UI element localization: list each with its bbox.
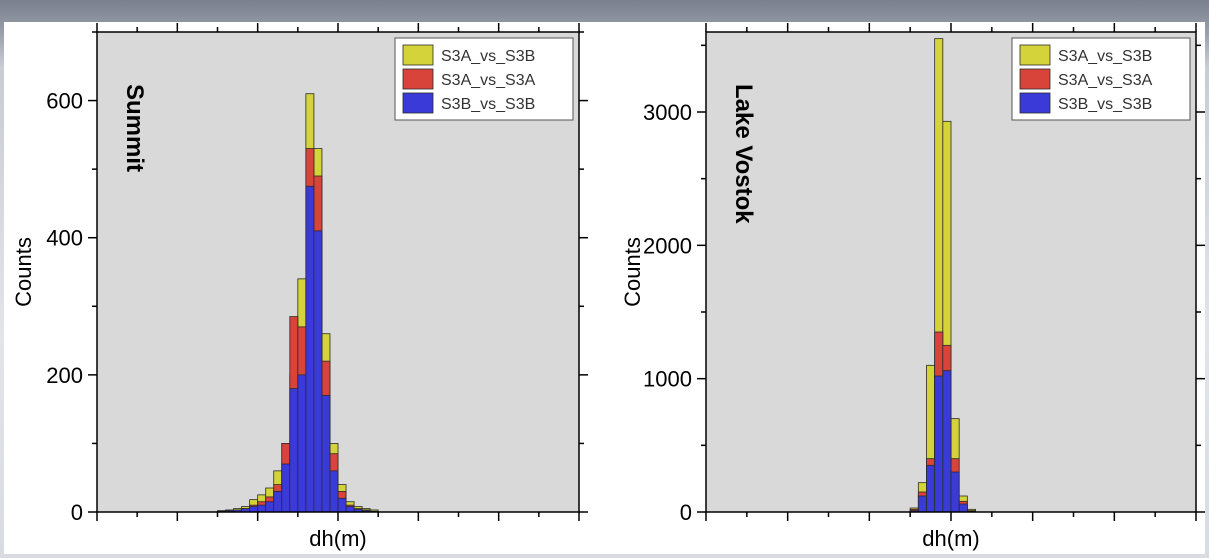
panel-title: Lake Vostok xyxy=(730,84,757,224)
bar-s3b-vs-s3b xyxy=(289,388,299,513)
bar-s3b-vs-s3b xyxy=(345,506,355,513)
bar-s3b-vs-s3b xyxy=(249,506,259,513)
bar-s3b-vs-s3b xyxy=(321,395,331,513)
bar-s3b-vs-s3b xyxy=(329,470,339,513)
x-axis-label: dh(m) xyxy=(922,526,979,551)
bar-s3b-vs-s3b xyxy=(934,375,944,513)
panel-summit: 0200400600dh(m)CountsSummitS3A_vs_S3BS3A… xyxy=(11,23,588,551)
legend-entry: S3A_vs_S3B xyxy=(1058,48,1152,65)
legend-entry: S3B_vs_S3B xyxy=(441,96,535,113)
bar-s3b-vs-s3b xyxy=(958,503,968,513)
panel-lake-vostok: 0 1000 2000 3000 dh(m) Counts Lake Vostok S3A_v… xyxy=(620,23,1205,551)
bar-s3b-vs-s3b xyxy=(337,497,347,513)
figure-frame: 0 200 400 600 dh(m) Counts Summit S3A_vs_S3B S3A… xyxy=(4,22,1205,554)
legend-swatch xyxy=(402,92,434,114)
bar-s3b-vs-s3b xyxy=(917,495,927,513)
bar-s3b-vs-s3b xyxy=(281,463,291,513)
legend-swatch xyxy=(402,68,434,90)
legend-swatch xyxy=(1019,68,1051,90)
legend-entry: S3A_vs_S3A xyxy=(441,72,536,89)
y-tick-label: 0 xyxy=(680,500,692,525)
legend: S3A_vs_S3B S3A_vs_S3A S3B_vs_S3B xyxy=(394,37,574,121)
bar-s3b-vs-s3b xyxy=(305,185,315,513)
legend-swatch xyxy=(1019,92,1051,114)
y-tick-label: 1000 xyxy=(643,367,692,392)
y-tick-label: 0 xyxy=(71,500,83,525)
y-tick-label: 3000 xyxy=(643,100,692,125)
bar-s3b-vs-s3b xyxy=(273,491,283,513)
y-axis-label: Counts xyxy=(620,237,645,307)
bar-s3b-vs-s3b xyxy=(313,230,323,513)
legend-entry: S3A_vs_S3A xyxy=(1058,72,1153,89)
y-tick-label: 600 xyxy=(46,89,83,114)
histogram-figure: 0200400600dh(m)CountsSummitS3A_vs_S3BS3A… xyxy=(11,23,1205,551)
x-axis-label: dh(m) xyxy=(309,526,366,551)
legend-swatch xyxy=(402,44,434,66)
legend: S3A_vs_S3B S3A_vs_S3A S3B_vs_S3B xyxy=(1011,37,1191,121)
y-tick-label: 400 xyxy=(46,226,83,251)
y-tick-label: 200 xyxy=(46,363,83,388)
legend-entry: S3A_vs_S3B xyxy=(441,48,535,65)
bar-s3b-vs-s3b xyxy=(297,374,307,513)
bar-s3b-vs-s3b xyxy=(257,504,267,513)
y-tick-label: 2000 xyxy=(643,233,692,258)
panel-title: Summit xyxy=(121,84,148,172)
bar-s3b-vs-s3b xyxy=(265,501,275,513)
bar-s3b-vs-s3b xyxy=(926,464,936,513)
bar-s3b-vs-s3b xyxy=(950,471,960,513)
bar-s3b-vs-s3b xyxy=(942,370,952,513)
legend-swatch xyxy=(1019,44,1051,66)
legend-entry: S3B_vs_S3B xyxy=(1058,96,1152,113)
y-axis-label: Counts xyxy=(11,237,36,307)
